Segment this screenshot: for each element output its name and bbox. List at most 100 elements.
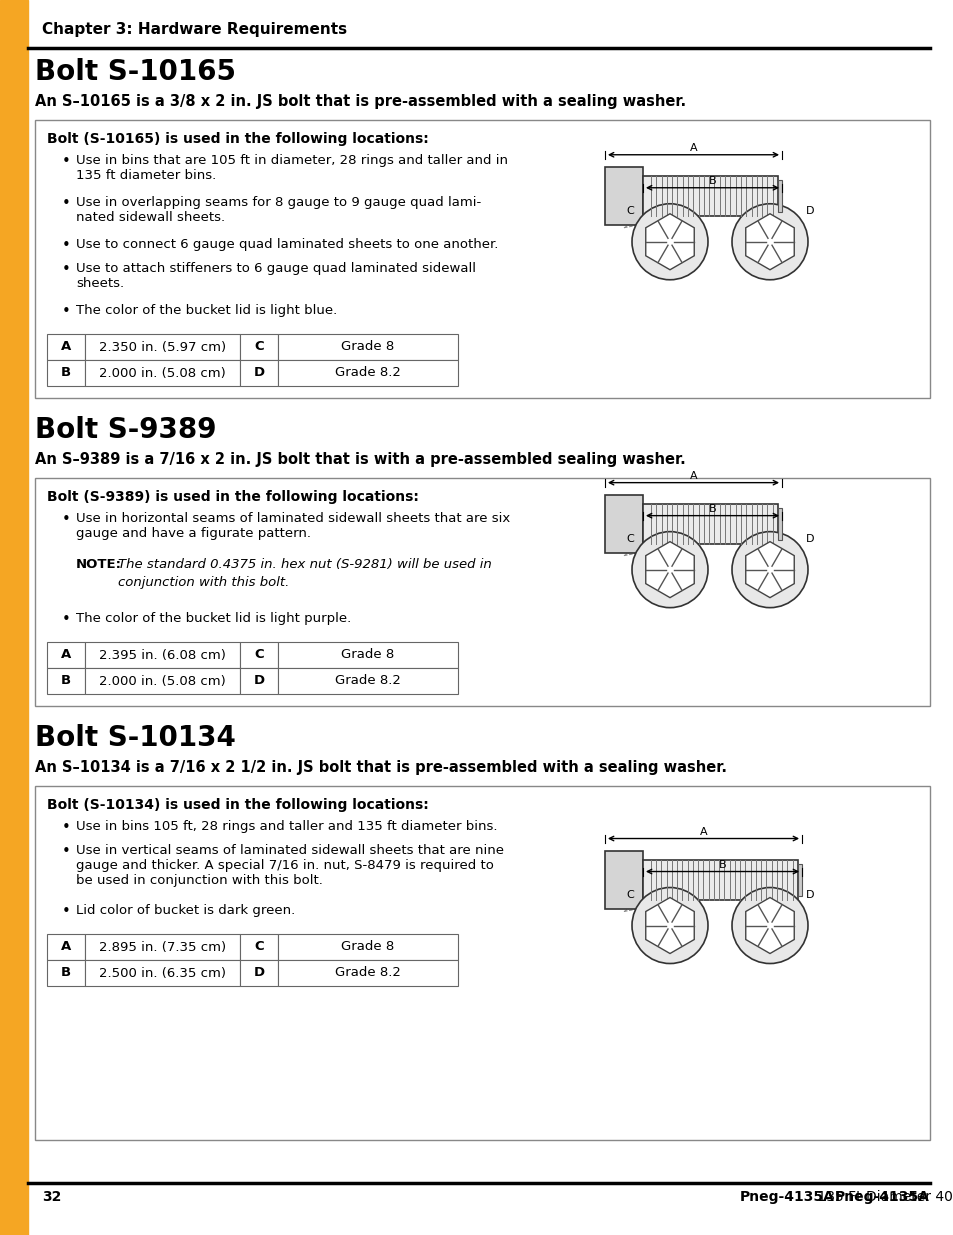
Text: B: B <box>708 504 716 514</box>
Text: B: B <box>61 674 71 688</box>
Text: 135 Ft Diameter 40-Series Bin: 135 Ft Diameter 40-Series Bin <box>812 1191 953 1204</box>
Text: D: D <box>253 674 264 688</box>
Text: •: • <box>62 844 71 860</box>
Bar <box>0 0 28 1235</box>
Text: 32: 32 <box>42 1191 61 1204</box>
Text: Use to connect 6 gauge quad laminated sheets to one another.: Use to connect 6 gauge quad laminated sh… <box>76 238 497 251</box>
Text: Bolt S-10165: Bolt S-10165 <box>35 58 235 86</box>
Text: Pneg-4135A: Pneg-4135A <box>740 1191 834 1204</box>
Bar <box>604 495 642 552</box>
Polygon shape <box>745 214 794 269</box>
Text: B: B <box>718 860 725 869</box>
Text: Bolt (S-10134) is used in the following locations:: Bolt (S-10134) is used in the following … <box>47 798 428 811</box>
Text: •: • <box>62 196 71 211</box>
Bar <box>35 478 929 706</box>
Text: The standard 0.4375 in. hex nut (S-9281) will be used in: The standard 0.4375 in. hex nut (S-9281)… <box>118 558 491 571</box>
Bar <box>277 668 457 694</box>
Bar <box>778 180 781 211</box>
Text: 2.000 in. (5.08 cm): 2.000 in. (5.08 cm) <box>99 367 226 379</box>
Bar <box>277 642 457 668</box>
Text: D: D <box>805 534 814 543</box>
Text: Lid color of bucket is dark green.: Lid color of bucket is dark green. <box>76 904 294 918</box>
Text: •: • <box>62 238 71 253</box>
Bar <box>47 668 85 694</box>
Text: Use in vertical seams of laminated sidewall sheets that are nine
gauge and thick: Use in vertical seams of laminated sidew… <box>76 844 503 887</box>
Text: B: B <box>61 967 71 979</box>
Bar <box>778 508 781 540</box>
Text: Bolt S-10134: Bolt S-10134 <box>35 724 235 752</box>
Text: Bolt (S-9389) is used in the following locations:: Bolt (S-9389) is used in the following l… <box>47 490 418 504</box>
Text: A: A <box>689 471 697 480</box>
Text: A: A <box>61 341 71 353</box>
Text: D: D <box>805 889 814 899</box>
Bar <box>240 333 277 359</box>
Bar <box>47 359 85 387</box>
Bar <box>85 333 240 359</box>
Text: The color of the bucket lid is light blue.: The color of the bucket lid is light blu… <box>76 304 337 317</box>
Text: Grade 8: Grade 8 <box>341 941 395 953</box>
Text: •: • <box>62 820 71 835</box>
Text: Grade 8.2: Grade 8.2 <box>335 967 400 979</box>
Polygon shape <box>745 542 794 598</box>
Polygon shape <box>645 542 694 598</box>
Text: Pneg-4135A: Pneg-4135A <box>834 1191 929 1204</box>
Text: An S–10165 is a 3/8 x 2 in. JS bolt that is pre-assembled with a sealing washer.: An S–10165 is a 3/8 x 2 in. JS bolt that… <box>35 94 685 109</box>
Circle shape <box>731 531 807 608</box>
Bar <box>85 960 240 986</box>
Text: D: D <box>253 367 264 379</box>
Bar <box>47 934 85 960</box>
Text: 2.395 in. (6.08 cm): 2.395 in. (6.08 cm) <box>99 648 226 662</box>
Text: Use to attach stiffeners to 6 gauge quad laminated sidewall
sheets.: Use to attach stiffeners to 6 gauge quad… <box>76 262 476 290</box>
Bar <box>240 934 277 960</box>
Bar <box>277 333 457 359</box>
Bar <box>35 120 929 398</box>
Text: •: • <box>62 154 71 169</box>
Bar <box>642 175 778 216</box>
Polygon shape <box>745 898 794 953</box>
Bar <box>85 668 240 694</box>
Bar <box>240 359 277 387</box>
Text: NOTE:: NOTE: <box>76 558 122 571</box>
Text: Bolt (S-10165) is used in the following locations:: Bolt (S-10165) is used in the following … <box>47 132 428 146</box>
Text: •: • <box>62 904 71 919</box>
Text: Use in overlapping seams for 8 gauge to 9 gauge quad lami-
nated sidewall sheets: Use in overlapping seams for 8 gauge to … <box>76 196 480 224</box>
Text: A: A <box>61 941 71 953</box>
Text: Chapter 3: Hardware Requirements: Chapter 3: Hardware Requirements <box>42 22 347 37</box>
Text: 2.000 in. (5.08 cm): 2.000 in. (5.08 cm) <box>99 674 226 688</box>
Text: Bolt S-9389: Bolt S-9389 <box>35 416 216 445</box>
Circle shape <box>631 531 707 608</box>
Text: An S–10134 is a 7/16 x 2 1/2 in. JS bolt that is pre-assembled with a sealing wa: An S–10134 is a 7/16 x 2 1/2 in. JS bolt… <box>35 760 726 776</box>
Text: C: C <box>253 341 264 353</box>
Bar <box>85 934 240 960</box>
Text: •: • <box>62 513 71 527</box>
Text: 2.350 in. (5.97 cm): 2.350 in. (5.97 cm) <box>99 341 226 353</box>
Text: Grade 8.2: Grade 8.2 <box>335 674 400 688</box>
Bar <box>47 642 85 668</box>
Text: A: A <box>689 143 697 153</box>
Polygon shape <box>645 214 694 269</box>
Text: The color of the bucket lid is light purple.: The color of the bucket lid is light pur… <box>76 613 351 625</box>
Bar <box>277 934 457 960</box>
Text: C: C <box>625 206 633 216</box>
Text: C: C <box>625 534 633 543</box>
Bar <box>85 359 240 387</box>
Bar <box>240 960 277 986</box>
Bar <box>604 851 642 909</box>
Bar <box>642 860 797 899</box>
Bar <box>240 668 277 694</box>
Bar <box>47 333 85 359</box>
Bar <box>797 863 801 895</box>
Circle shape <box>731 204 807 280</box>
Text: 2.895 in. (7.35 cm): 2.895 in. (7.35 cm) <box>99 941 226 953</box>
Text: D: D <box>253 967 264 979</box>
Text: B: B <box>61 367 71 379</box>
Text: A: A <box>699 826 706 836</box>
Circle shape <box>631 888 707 963</box>
Text: Grade 8: Grade 8 <box>341 341 395 353</box>
Text: Grade 8.2: Grade 8.2 <box>335 367 400 379</box>
Text: B: B <box>708 175 716 185</box>
Bar <box>47 960 85 986</box>
Text: conjunction with this bolt.: conjunction with this bolt. <box>118 576 289 589</box>
Text: •: • <box>62 262 71 277</box>
Circle shape <box>731 888 807 963</box>
